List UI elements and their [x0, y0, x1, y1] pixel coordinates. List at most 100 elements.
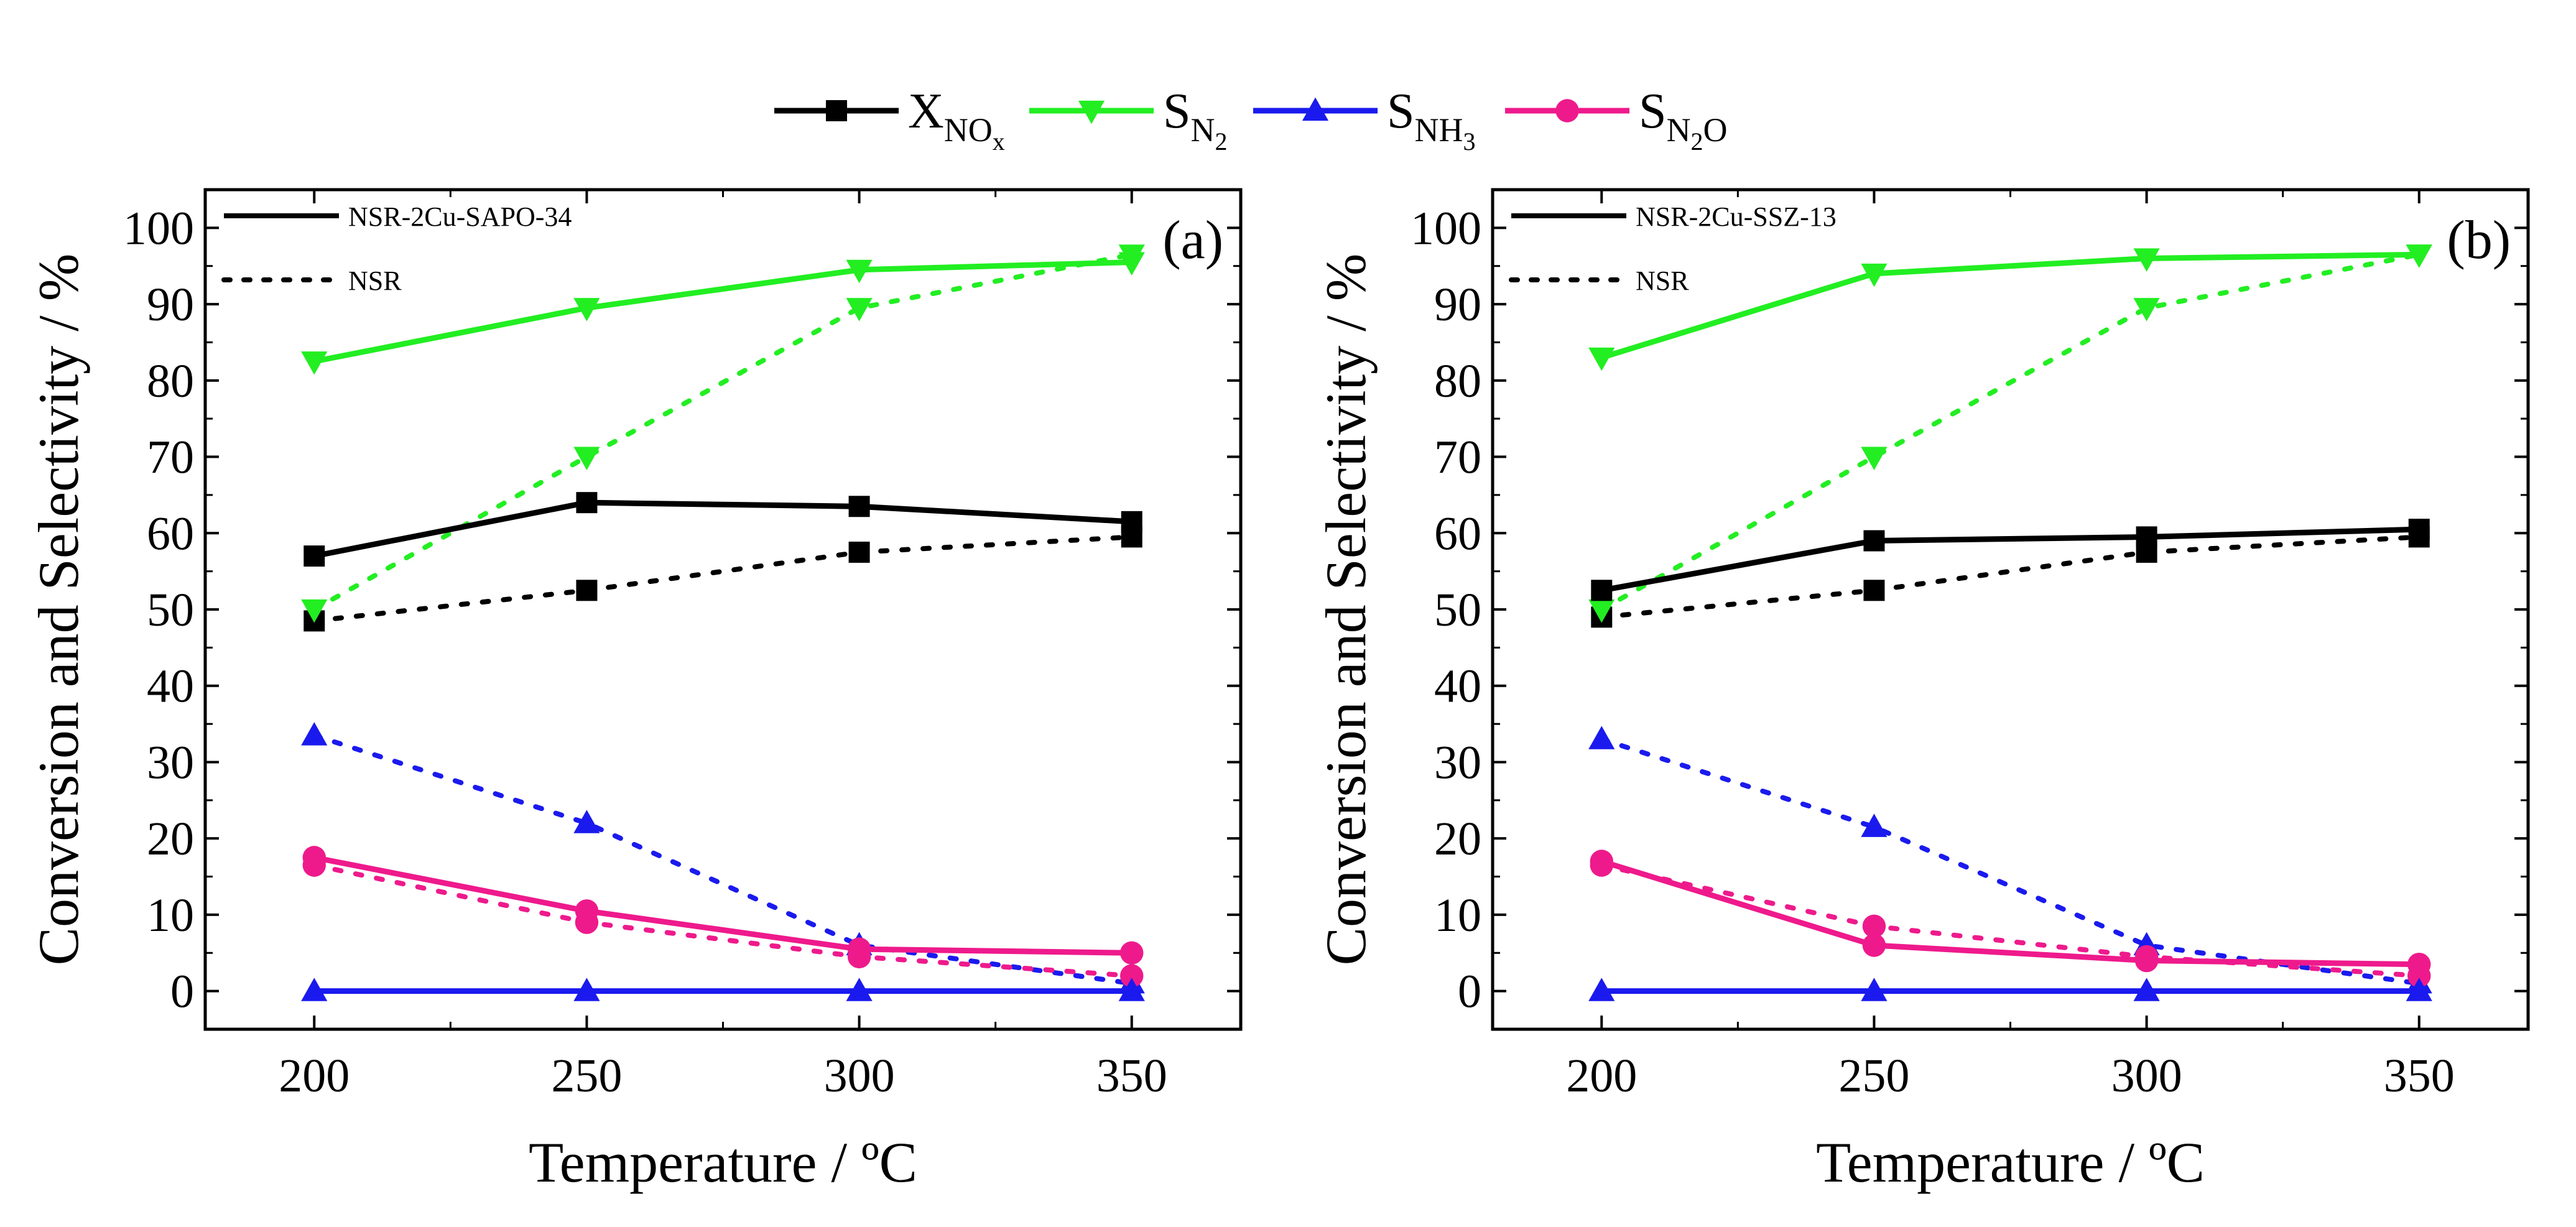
- data-point-xnox-solid: [1863, 530, 1885, 552]
- plot-frame: [203, 188, 1243, 1031]
- series-sn2-solid: [301, 252, 1145, 375]
- data-point-xnox-dotted: [848, 541, 870, 563]
- y-axis: 0 10 20 30 40 50 60 70 80 90 100: [1411, 202, 2528, 1018]
- legend-label: SN2: [1163, 84, 1228, 155]
- panel-a: 0 10 20 30 40 50 60 70 80 90 100 200 250 300 350 Temper…: [27, 188, 1243, 1194]
- legend-label-main: X: [908, 84, 944, 139]
- data-point-sn2o-solid: [2134, 948, 2159, 973]
- style-legend-solid-label: NSR-2Cu-SAPO-34: [348, 201, 572, 232]
- y-tick-label: 80: [147, 355, 194, 407]
- style-legend-dotted-label: NSR: [348, 266, 402, 296]
- legend-entry-xnox: XNOx: [774, 84, 1005, 155]
- legend-label-main: S: [1387, 84, 1415, 139]
- data-point-sn2-dotted: [846, 298, 873, 322]
- data-point-snh3-dotted: [573, 810, 600, 833]
- data-point-snh3-solid: [301, 978, 328, 1001]
- y-tick-label: 50: [147, 584, 194, 636]
- legend-label-subsub: 3: [1463, 127, 1476, 155]
- x-tick-label: 250: [1838, 1050, 1909, 1102]
- data-point-snh3-dotted: [1588, 726, 1615, 749]
- series-sn2o-solid: [1590, 850, 2431, 976]
- data-point-snh3-dotted: [301, 722, 328, 746]
- data-point-sn2-dotted: [2133, 298, 2160, 322]
- data-point-xnox-solid: [2408, 519, 2430, 540]
- data-point-snh3-solid: [1861, 978, 1888, 1001]
- x-axis: 200 250 300 350: [279, 190, 1167, 1102]
- data-point-snh3-solid: [1588, 978, 1615, 1001]
- y-tick-label: 10: [1434, 889, 1481, 942]
- data-point-snh3-solid: [1118, 978, 1145, 1001]
- y-tick-label: 0: [170, 966, 194, 1018]
- x-axis: 200 250 300 350: [1566, 190, 2455, 1102]
- legend-label-main: S: [1639, 84, 1667, 139]
- y-tick-label: 0: [1458, 966, 1481, 1018]
- data-point-snh3-solid: [2406, 978, 2432, 1001]
- legend-label-subtail: O: [1703, 111, 1728, 149]
- legend-marker-triangle-down: [1078, 100, 1105, 124]
- y-tick-label: 40: [147, 660, 194, 713]
- series-line-sn2o-solid: [1600, 858, 2419, 968]
- legend-label-sub: N: [1667, 111, 1691, 149]
- legend-label-sub: NO: [944, 111, 993, 149]
- data-point-sn2-dotted: [1861, 447, 1888, 470]
- series-sn2-solid: [1588, 244, 2432, 371]
- legend-label-subsub: x: [993, 127, 1005, 155]
- line-style-legend: NSR-2Cu-SAPO-34 NSR: [221, 201, 572, 296]
- x-tick-label: 300: [824, 1050, 895, 1102]
- legend-label-main: S: [1163, 84, 1191, 139]
- series-line-xnox-solid: [313, 499, 1132, 559]
- y-axis-title: Conversion and Selectivity / %: [1314, 254, 1378, 966]
- legend-label-sub: N: [1191, 111, 1215, 149]
- legend-label: SN2O: [1639, 84, 1728, 155]
- plot-frame: [1491, 188, 2530, 1031]
- data-point-sn2-solid: [1588, 347, 1615, 371]
- series-sn2o-solid: [302, 846, 1144, 965]
- legend-marker-circle: [1555, 99, 1579, 123]
- y-tick-label: 30: [1434, 736, 1481, 789]
- series-line-snh3-dotted: [1599, 736, 2422, 986]
- data-point-snh3-solid: [573, 978, 600, 1001]
- panel-label: (b): [2447, 210, 2511, 271]
- style-legend-solid-label: NSR-2Cu-SSZ-13: [1636, 201, 1837, 232]
- y-tick-label: 90: [147, 279, 194, 331]
- y-tick-label: 70: [1434, 432, 1481, 484]
- data-point-sn2-solid: [1861, 263, 1888, 287]
- data-point-sn2o-solid: [847, 937, 871, 961]
- data-point-sn2o-solid: [2407, 952, 2431, 976]
- y-tick-label: 20: [147, 813, 194, 865]
- x-axis-title: Temperature / ºC: [529, 1131, 917, 1194]
- data-point-xnox-solid: [303, 545, 325, 567]
- y-tick-label: 90: [1434, 279, 1481, 331]
- series-line-sn2-dotted: [1599, 252, 2422, 612]
- y-tick-label: 70: [147, 432, 194, 484]
- series-snh3-solid: [1588, 978, 2432, 1001]
- y-tick-label: 40: [1434, 660, 1481, 713]
- style-legend-dotted-label: NSR: [1636, 266, 1689, 296]
- y-tick-label: 10: [147, 889, 194, 942]
- series-sn2-dotted: [1588, 244, 2432, 623]
- series-line-xnox-solid: [1601, 526, 2419, 593]
- legend-marker-triangle-up: [1302, 97, 1329, 121]
- legend-label-sub: NH: [1415, 111, 1463, 149]
- series-group: [301, 244, 1145, 1001]
- legend-entry-sn2: SN2: [1029, 84, 1228, 155]
- legend-label-subsub: 2: [1691, 127, 1703, 155]
- y-tick-label: 60: [147, 507, 194, 560]
- series-line-xnox-dotted: [312, 534, 1134, 624]
- data-point-sn2-solid: [1118, 252, 1145, 276]
- data-point-sn2o-solid: [1862, 933, 1886, 957]
- series-line-sn2o-dotted: [1599, 863, 2422, 979]
- data-point-xnox-solid: [576, 492, 598, 514]
- legend-marker-square: [826, 100, 847, 121]
- data-point-sn2o-dotted: [1862, 914, 1886, 938]
- data-point-xnox-solid: [1591, 580, 1613, 601]
- y-axis-title: Conversion and Selectivity / %: [27, 254, 90, 966]
- y-tick-label: 50: [1434, 584, 1481, 636]
- y-tick-label: 100: [1411, 202, 1481, 254]
- data-point-sn2o-solid: [302, 846, 326, 869]
- data-point-sn2-solid: [2406, 244, 2432, 268]
- data-point-sn2o-solid: [575, 899, 599, 923]
- data-point-xnox-solid: [1121, 511, 1142, 532]
- data-point-sn2-solid: [301, 351, 328, 375]
